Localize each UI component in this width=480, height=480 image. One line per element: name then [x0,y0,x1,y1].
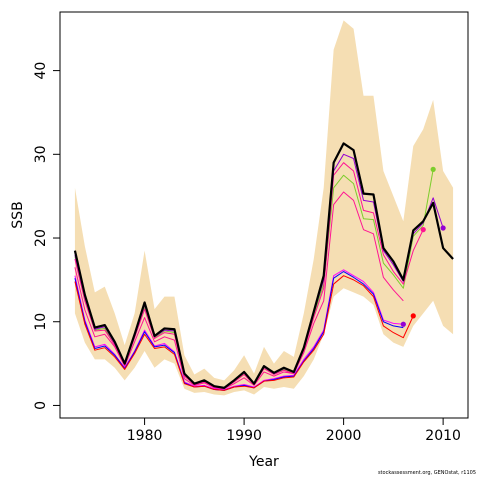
footer-credit: stockassessment.org, GENOstat, r1105 [377,470,476,476]
confidence-band [74,20,454,396]
x-axis-label: Year [248,454,279,470]
confidence-band-layer [74,20,454,396]
endpoint-marker-3 [430,166,436,172]
series-line-7 [74,191,404,390]
series-layer [73,142,454,391]
y-tick-label: 0 [33,401,49,410]
x-tick-label: 1980 [127,428,163,444]
y-tick-label: 30 [33,145,49,163]
x-tick-label: 2010 [425,428,461,444]
endpoint-marker-2 [420,227,426,233]
endpoints-layer [400,166,446,327]
series-line-0 [73,142,454,389]
endpoint-marker-0 [400,321,406,327]
y-axis: 0 10 20 30 40 [33,62,60,410]
series-line-6 [74,275,414,391]
endpoint-marker-4 [440,225,446,231]
y-tick-label: 10 [33,313,49,331]
y-tick-label: 20 [33,229,49,247]
y-axis-label: SSB [10,201,26,228]
y-tick-label: 40 [33,62,49,80]
plot-frame [59,11,469,419]
x-tick-label: 1990 [226,428,262,444]
x-tick-label: 2000 [326,428,362,444]
x-axis: 1980 1990 2000 2010 [127,418,461,444]
endpoint-marker-1 [410,313,416,319]
